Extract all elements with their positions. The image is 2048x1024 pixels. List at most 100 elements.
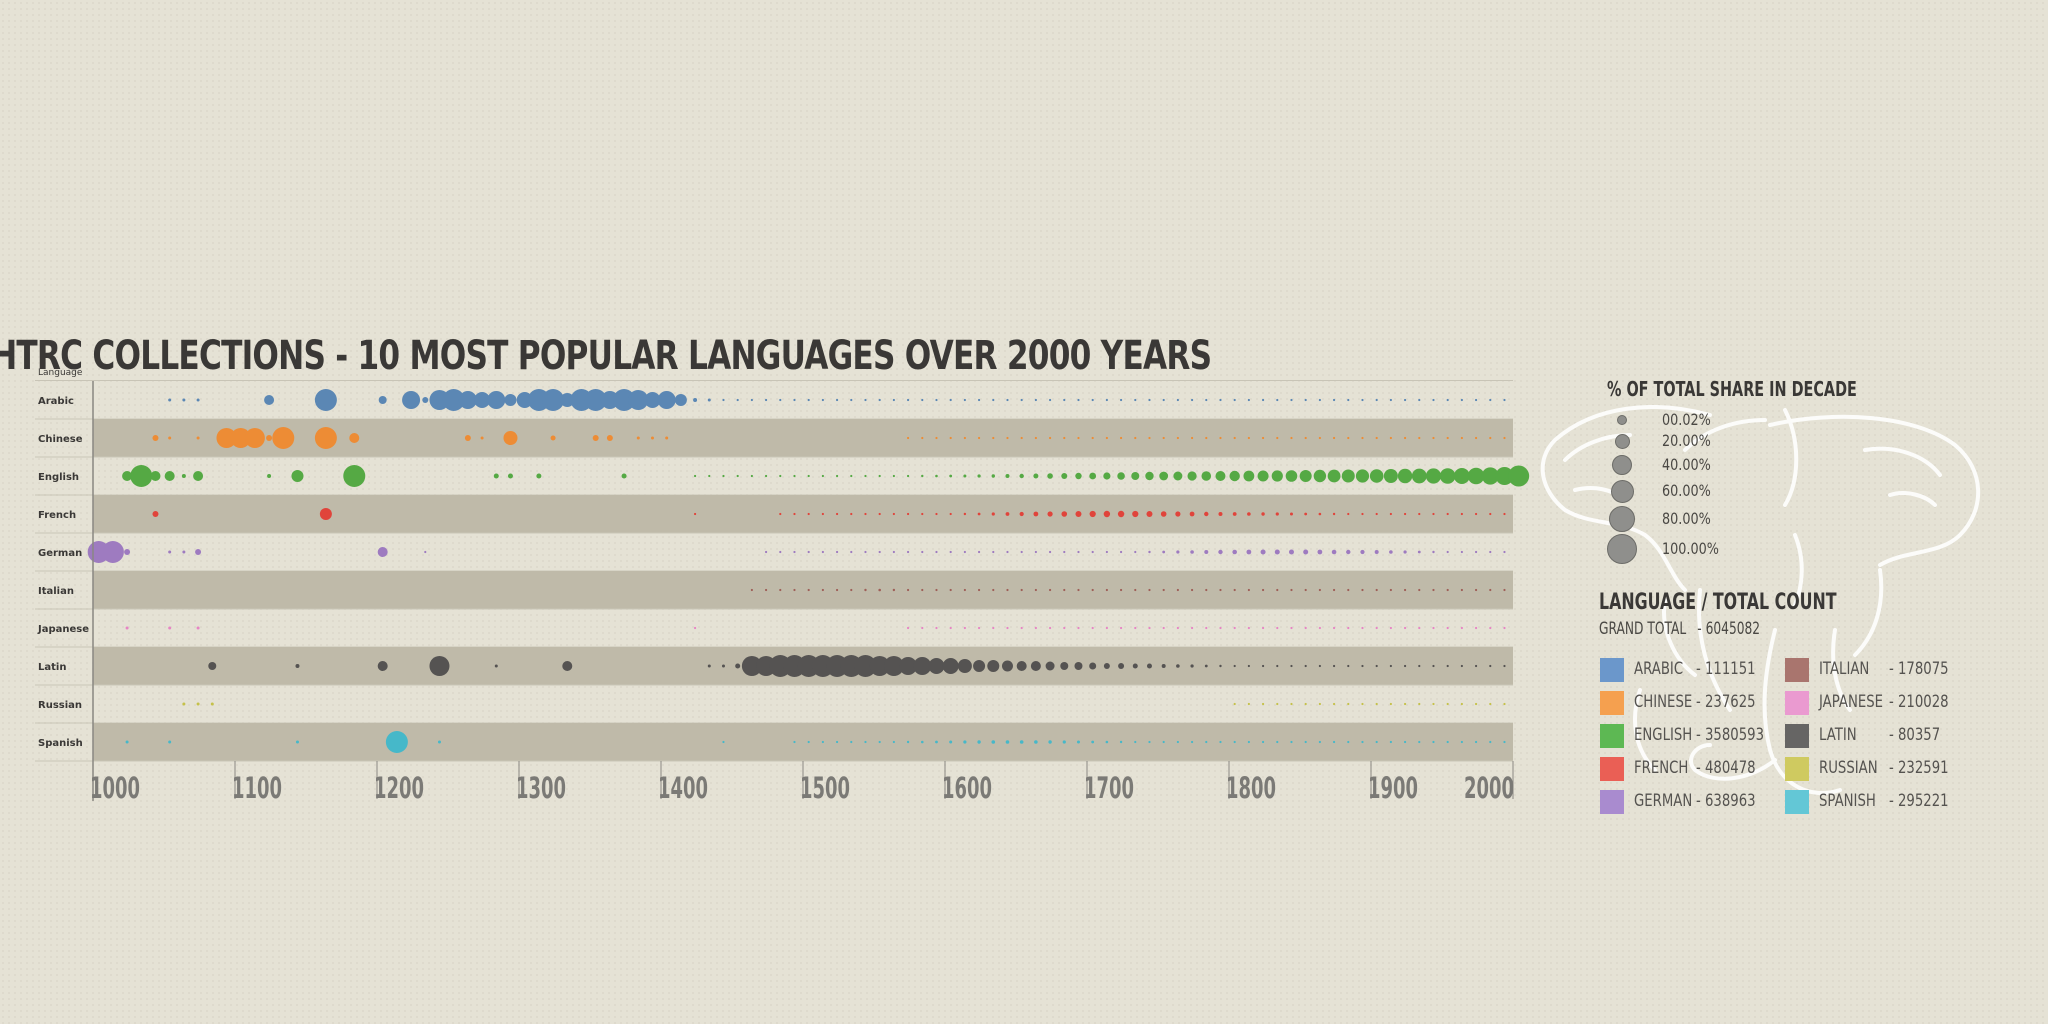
dot-english: [1117, 472, 1125, 480]
dot-spanish: [892, 740, 895, 744]
dot-latin: [1103, 663, 1110, 669]
dot-english: [878, 474, 881, 478]
dot-german: [1374, 550, 1379, 554]
dot-latin: [735, 663, 741, 669]
dot-chinese: [935, 436, 938, 440]
dot-japanese: [1190, 626, 1194, 630]
dot-chinese: [1034, 436, 1037, 440]
dot-german: [1048, 550, 1052, 554]
dot-japanese: [935, 626, 938, 630]
dot-german: [921, 550, 924, 554]
dot-arabic: [674, 394, 687, 406]
legend-language-count: - 237625: [1696, 692, 1756, 712]
dot-english: [1229, 470, 1240, 482]
dot-italian: [992, 588, 995, 592]
dot-chinese: [550, 435, 556, 441]
dot-arabic: [1474, 398, 1478, 402]
dot-latin: [1446, 664, 1449, 668]
dot-english: [343, 465, 366, 487]
legend-swatch: [1600, 724, 1624, 748]
dot-latin: [987, 660, 1000, 672]
dot-arabic: [1361, 398, 1364, 402]
dot-latin: [1261, 664, 1265, 668]
dot-latin: [883, 656, 904, 676]
dot-arabic: [422, 397, 429, 403]
dot-japanese: [1347, 626, 1350, 630]
dot-arabic: [584, 389, 607, 411]
dot-italian: [935, 588, 938, 592]
dot-latin: [854, 655, 877, 677]
dot-spanish: [1134, 740, 1137, 744]
dot-english: [1103, 472, 1111, 480]
dot-arabic: [560, 393, 575, 407]
dot-chinese: [650, 436, 654, 440]
size-legend-circle: [1607, 534, 1637, 564]
dot-latin: [1016, 661, 1027, 671]
dot-spanish: [935, 740, 938, 744]
dot-italian: [1063, 588, 1066, 592]
dot-arabic: [1318, 398, 1321, 402]
dot-german: [963, 550, 966, 554]
size-legend-circle: [1610, 479, 1634, 503]
dot-chinese: [1190, 436, 1194, 440]
row-labels: Language Arabic Chinese English French German…: [37, 368, 89, 749]
dot-french: [1019, 511, 1024, 517]
dot-english: [164, 471, 175, 481]
row-label-arabic: Arabic: [38, 396, 74, 407]
dot-german: [1446, 550, 1449, 554]
dot-french: [850, 512, 853, 516]
dot-spanish: [1276, 740, 1279, 744]
dot-arabic: [1276, 398, 1279, 402]
legend-language-count: - 210028: [1889, 692, 1949, 712]
dot-german: [892, 550, 895, 554]
dot-chinese: [1276, 436, 1279, 440]
row-label-russian: Russian: [38, 700, 82, 711]
legend-swatch: [1785, 691, 1809, 715]
dot-german: [182, 550, 186, 554]
dot-latin: [721, 664, 725, 668]
dot-spanish: [1347, 740, 1350, 744]
dot-arabic: [1105, 398, 1108, 402]
dot-english: [779, 474, 782, 478]
dot-japanese: [1162, 626, 1165, 630]
dot-chinese: [230, 428, 251, 448]
dot-japanese: [1034, 626, 1037, 630]
dot-spanish: [1019, 740, 1024, 744]
dot-spanish: [1418, 740, 1421, 744]
dot-japanese: [1077, 626, 1080, 630]
dot-english: [536, 473, 542, 479]
dot-japanese: [1432, 626, 1435, 630]
dot-english: [1369, 469, 1384, 483]
dot-italian: [1290, 588, 1293, 592]
dot-arabic: [182, 398, 186, 402]
dot-latin: [1361, 664, 1364, 668]
dot-italian: [1446, 588, 1449, 592]
dot-english: [267, 474, 272, 478]
dot-italian: [1162, 588, 1165, 592]
dot-arabic: [1403, 398, 1407, 402]
dot-arabic: [314, 389, 337, 411]
dot-english: [1467, 467, 1485, 485]
dot-latin: [494, 664, 498, 668]
dot-german: [424, 550, 427, 554]
dot-french: [1304, 512, 1308, 516]
dot-english: [850, 474, 853, 478]
dot-french: [1089, 510, 1096, 518]
tick-label: 1700: [1084, 771, 1134, 805]
size-legend-circle: [1609, 506, 1635, 532]
dot-chinese: [1162, 436, 1165, 440]
dot-german: [168, 550, 172, 554]
dot-spanish: [1190, 740, 1194, 744]
dot-arabic: [1247, 398, 1250, 402]
dot-japanese: [1233, 626, 1236, 630]
dot-german: [1474, 550, 1478, 554]
dot-russian: [1418, 702, 1421, 706]
dot-japanese: [1261, 626, 1265, 630]
dot-chinese: [1091, 436, 1094, 440]
dot-russian: [210, 702, 214, 706]
dot-japanese: [1119, 626, 1123, 630]
dot-french: [1005, 512, 1010, 516]
dot-english: [1313, 469, 1327, 483]
row-band: [93, 419, 1513, 457]
